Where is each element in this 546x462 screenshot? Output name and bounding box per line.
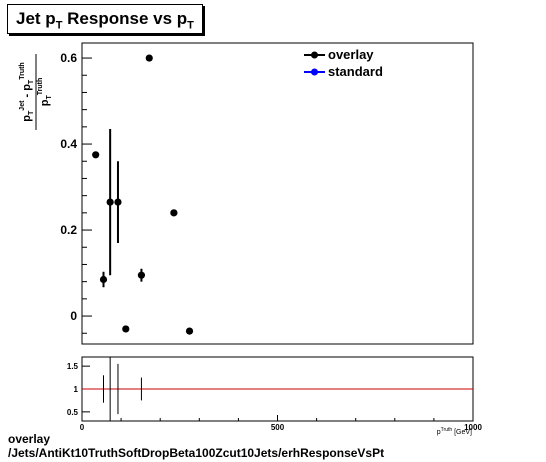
footer-label: overlay [8, 432, 51, 446]
title-text-c: Response vs p [62, 9, 188, 28]
data-point-overlay [137, 271, 146, 279]
ratio-y-tick-label: 1.5 [67, 362, 79, 371]
data-point-overlay [145, 54, 153, 62]
data-point-overlay [185, 327, 194, 335]
data-point-overlay [114, 198, 122, 206]
data-point-overlay [122, 325, 130, 333]
y-tick-label: 0.2 [60, 223, 77, 237]
title-text-b: T [55, 19, 63, 32]
ratio-y-tick-label: 1 [74, 385, 79, 394]
legend-entry-standard: standard [304, 64, 383, 79]
x-axis-label: pTruth [GeV] [437, 427, 472, 436]
title-text-d: T [187, 19, 194, 32]
svg-text:pTTruth: pTTruth [37, 78, 53, 107]
legend-label-overlay: overlay [328, 47, 374, 62]
ratio-x-tick-label: 500 [271, 423, 285, 432]
ratio-x-tick-label: 0 [80, 423, 85, 432]
legend: overlay standard [304, 47, 383, 79]
chart-title: Jet pT Response vs pT [7, 4, 203, 34]
svg-text:pTJet - pTTruth: pTJet - pTTruth [19, 62, 35, 121]
data-point-overlay [106, 198, 114, 206]
y-tick-label: 0 [70, 309, 77, 323]
footer-path: /Jets/AntiKt10TruthSoftDropBeta100Zcut10… [8, 446, 385, 460]
y-tick-label: 0.6 [60, 51, 77, 65]
data-point-overlay [92, 151, 100, 159]
ratio-x-tick-label: 1000 [464, 423, 482, 432]
legend-entry-overlay: overlay [304, 47, 374, 62]
data-point-overlay [170, 209, 178, 217]
legend-label-standard: standard [328, 64, 383, 79]
y-tick-label: 0.4 [60, 137, 77, 151]
data-point-overlay [99, 275, 108, 284]
ratio-y-tick-label: 0.5 [67, 408, 79, 417]
main-plot-frame [81, 42, 474, 345]
title-text-a: Jet p [16, 9, 56, 28]
y-axis-label: pTJet - pTTruth pTTruth [19, 54, 53, 130]
